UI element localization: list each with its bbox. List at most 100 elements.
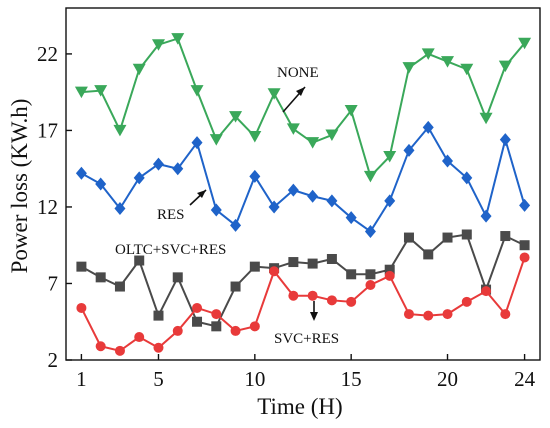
data-point	[153, 310, 164, 321]
series-svc-res	[76, 252, 530, 356]
data-point	[326, 295, 337, 306]
data-point	[442, 309, 453, 320]
data-point	[172, 272, 183, 283]
data-point	[75, 166, 87, 180]
data-point	[402, 62, 416, 74]
data-point	[442, 232, 453, 243]
data-point	[95, 341, 106, 352]
y-tick-label: 2	[48, 348, 59, 372]
annotation-res-label: RES	[157, 207, 185, 223]
series-none	[74, 33, 532, 183]
data-point	[230, 218, 242, 232]
annotation-res-arrowhead	[197, 190, 206, 198]
data-point	[113, 124, 127, 137]
data-point	[211, 321, 222, 332]
data-point	[479, 112, 493, 125]
series-line	[80, 125, 526, 233]
data-point	[365, 280, 376, 291]
data-point	[307, 189, 319, 203]
data-point	[209, 134, 223, 146]
data-point	[384, 194, 396, 208]
data-point	[76, 261, 87, 272]
data-point	[480, 209, 492, 223]
annotation-oltc-label: OLTC+SVC+RES	[115, 242, 226, 258]
data-point	[211, 309, 222, 320]
data-point	[403, 309, 414, 320]
data-point	[192, 302, 203, 313]
annotation-none-label: NONE	[277, 65, 319, 81]
x-tick-label: 10	[244, 367, 265, 391]
axes	[65, 7, 541, 361]
data-point	[249, 261, 260, 272]
data-point	[134, 255, 145, 266]
data-point	[190, 85, 204, 97]
series-oltc-svc-res	[76, 229, 530, 332]
annotation-svc-label: SVC+RES	[274, 331, 339, 347]
data-point	[286, 123, 300, 135]
annotation-none: NONE	[277, 65, 319, 113]
y-tick-label: 22	[37, 42, 58, 66]
data-point	[287, 183, 299, 197]
data-point	[268, 200, 280, 214]
plot-frame	[65, 7, 541, 361]
data-point	[423, 249, 434, 260]
data-point	[384, 264, 395, 275]
data-point	[423, 310, 434, 321]
data-point	[153, 342, 164, 353]
series-layer	[74, 33, 532, 356]
data-point	[114, 281, 125, 292]
series-line	[81, 37, 526, 179]
y-tick-label: 17	[37, 118, 58, 142]
data-point	[191, 136, 203, 150]
y-axis-title: Power loss (KW.h)	[7, 99, 32, 274]
data-point	[365, 269, 376, 280]
data-point	[307, 258, 318, 269]
data-point	[249, 321, 260, 332]
data-point	[498, 60, 512, 73]
data-point	[192, 316, 203, 327]
annotation-svc-arrowhead	[310, 312, 318, 321]
data-point	[288, 290, 299, 301]
data-point	[383, 150, 397, 163]
data-point	[172, 325, 183, 336]
x-tick-label: 1	[76, 367, 87, 391]
data-point	[152, 157, 164, 171]
data-point	[134, 332, 145, 343]
data-point	[269, 266, 280, 277]
data-point	[248, 131, 262, 143]
data-point	[230, 281, 241, 292]
data-point	[230, 325, 241, 336]
data-point	[518, 37, 532, 50]
data-point	[344, 105, 358, 117]
series-res	[75, 120, 531, 238]
data-point	[210, 203, 222, 217]
data-point	[74, 86, 88, 99]
data-point	[76, 302, 87, 313]
data-point	[95, 272, 106, 283]
data-point	[326, 253, 337, 264]
data-point	[363, 170, 377, 183]
annotation-svc: SVC+RES	[274, 301, 339, 347]
y-tick-label: 12	[37, 195, 58, 219]
x-tick-label: 15	[341, 367, 362, 391]
data-point	[519, 198, 531, 212]
data-point	[326, 194, 338, 208]
data-point	[460, 63, 474, 76]
data-point	[307, 290, 318, 301]
annotation-none-arrowhead	[296, 87, 305, 96]
x-tick-label: 24	[514, 367, 536, 391]
data-point	[95, 177, 107, 191]
data-point	[500, 231, 511, 242]
data-point	[229, 111, 243, 123]
data-point	[267, 88, 281, 100]
data-point	[346, 296, 357, 307]
data-point	[114, 345, 125, 356]
data-point	[288, 257, 299, 268]
data-point	[94, 85, 108, 97]
annotation-oltc: OLTC+SVC+RES	[115, 242, 226, 258]
data-point	[133, 171, 145, 185]
data-point	[519, 240, 530, 251]
data-point	[403, 143, 415, 157]
data-point	[442, 154, 454, 168]
